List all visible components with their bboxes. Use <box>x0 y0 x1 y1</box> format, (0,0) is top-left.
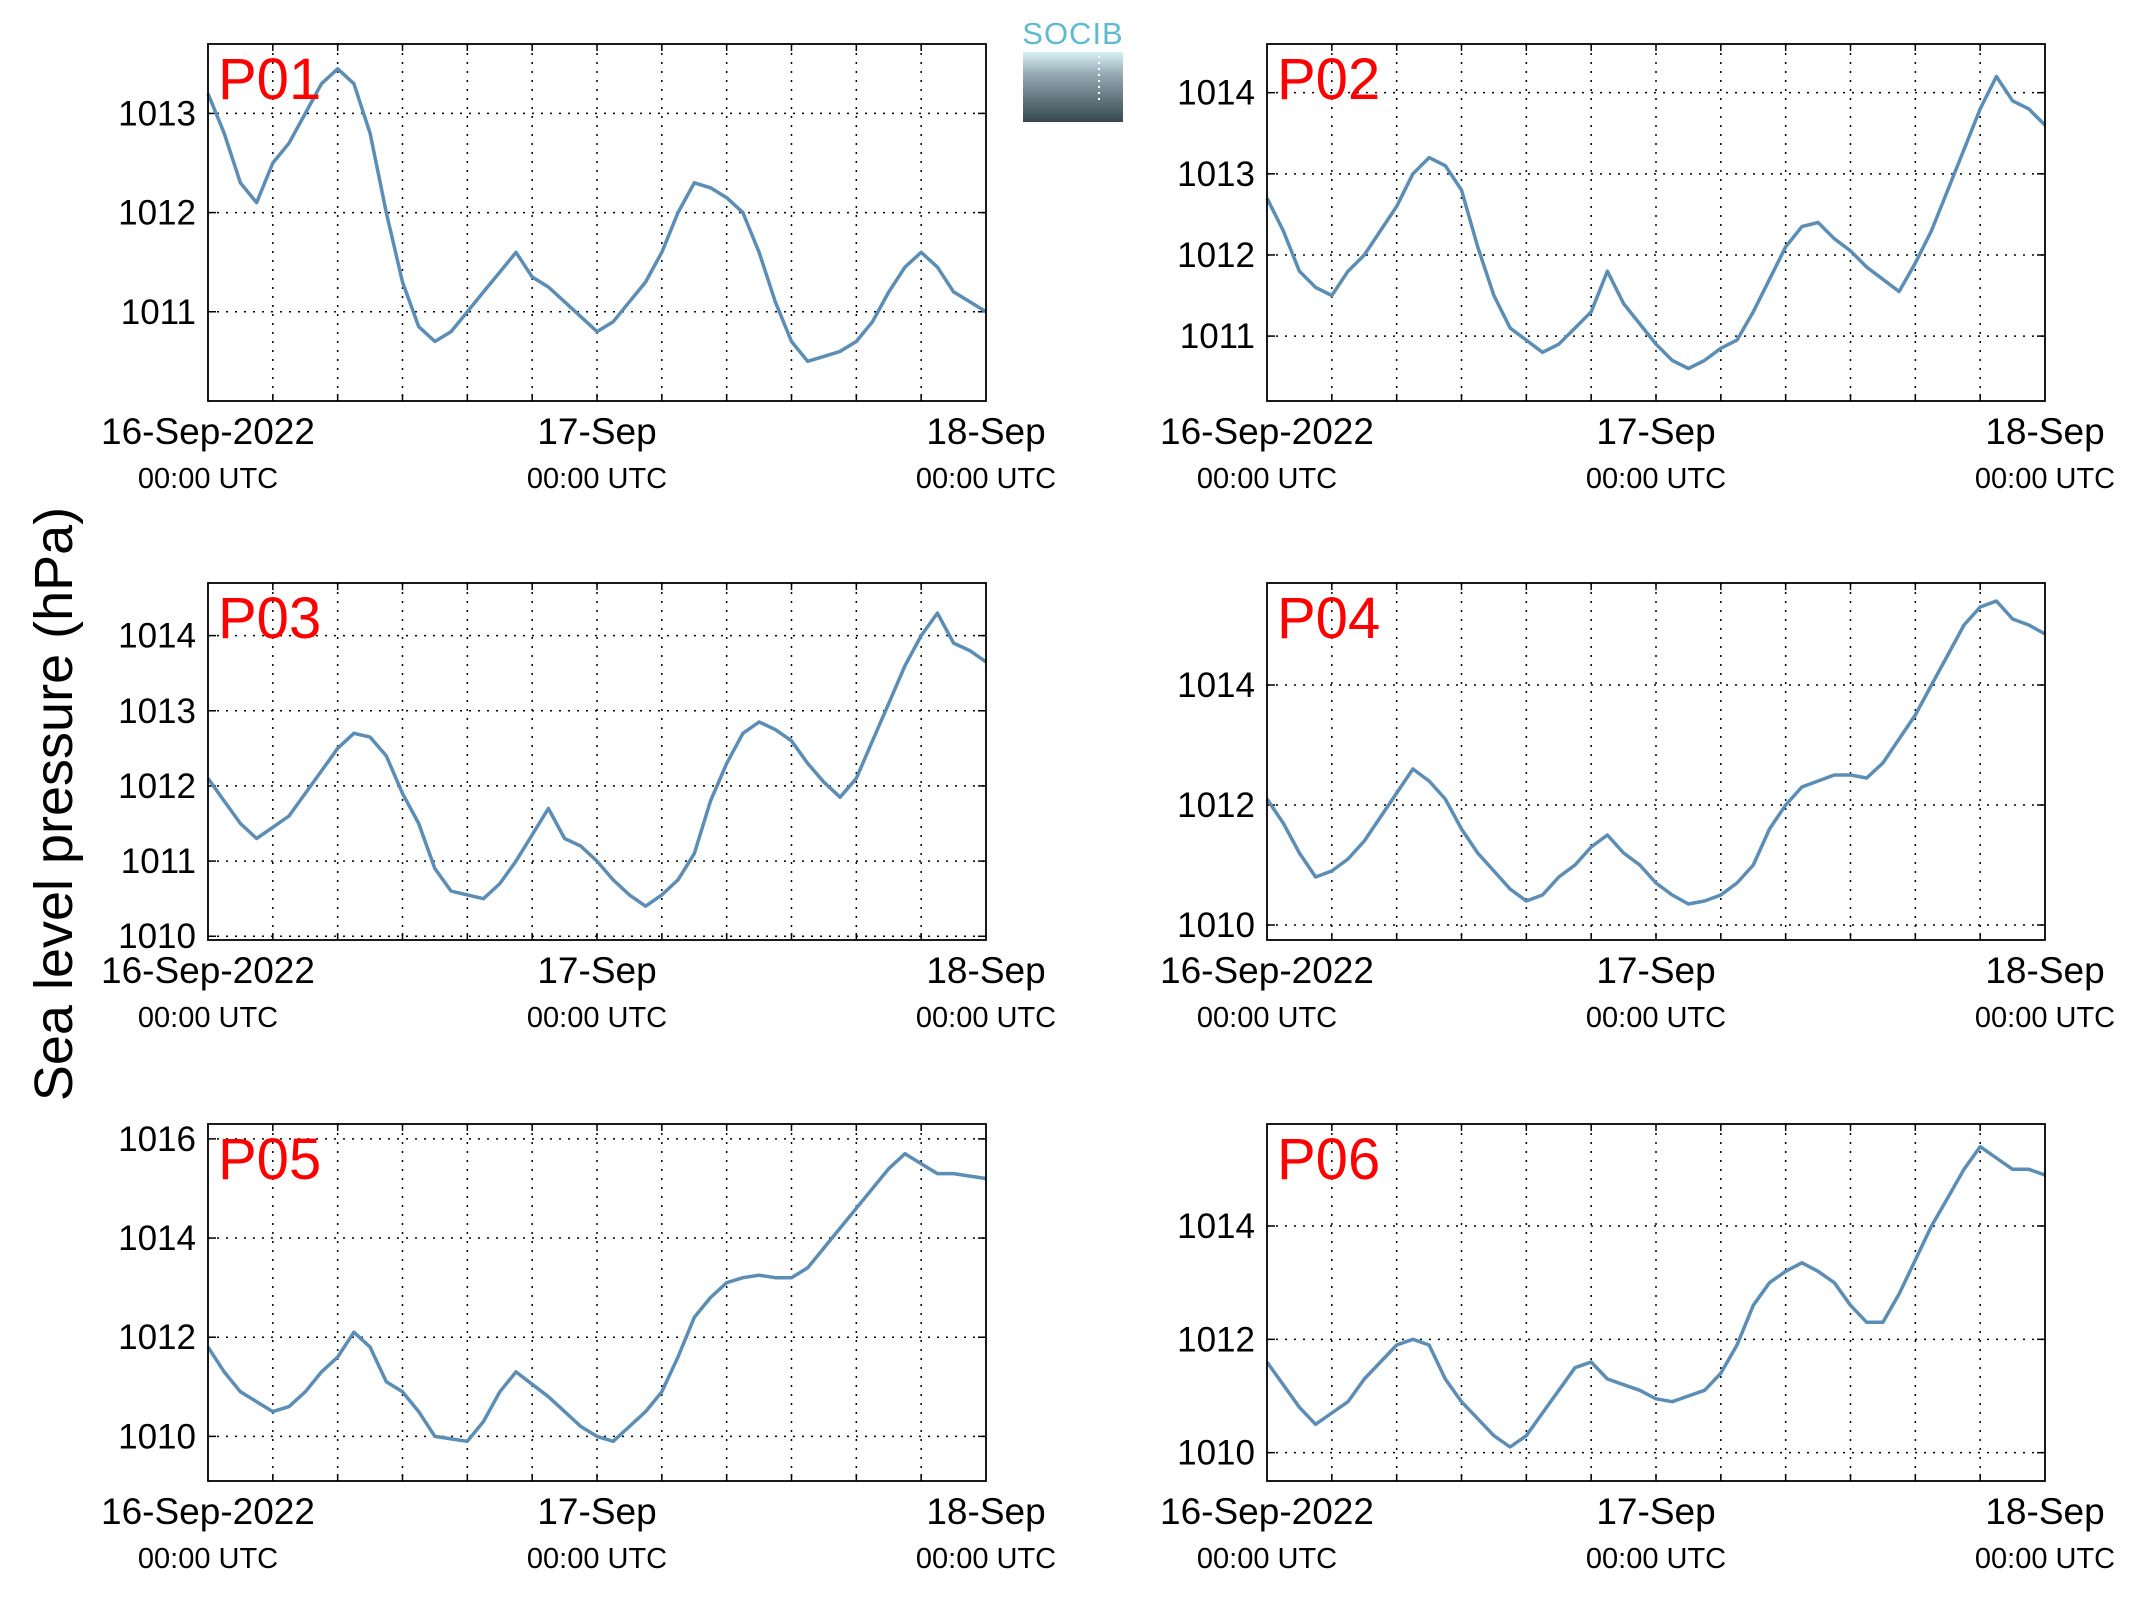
x-tick-time-label: 00:00 UTC <box>138 1543 278 1575</box>
axes-frame <box>1266 582 2046 941</box>
panel-p02: 1011 1012 1013 1014 P02 16-Sep-2022 00:00 UTC 1… <box>1160 43 2115 495</box>
pressure-series-line <box>1265 74 2047 371</box>
pressure-series-line <box>1265 1144 2046 1449</box>
logo-text: SOCIB <box>1022 16 1123 51</box>
y-tick-label: 1016 <box>118 1120 196 1159</box>
x-tick-date-label: 18-Sep <box>926 1491 1045 1532</box>
y-tick-label: 1010 <box>1177 1434 1255 1473</box>
x-tick-time-label: 00:00 UTC <box>527 1543 667 1575</box>
axes-frame <box>1266 1123 2046 1482</box>
socib-logo: SOCIB <box>1022 16 1123 122</box>
y-tick-label: 1014 <box>1177 666 1255 705</box>
panel-label: P02 <box>1277 47 1380 112</box>
x-tick-time-label: 00:00 UTC <box>916 1002 1056 1034</box>
pressure-series-line <box>1265 599 2046 906</box>
y-tick-label: 1013 <box>1177 155 1255 194</box>
x-tick-date-label: 18-Sep <box>926 411 1045 452</box>
x-tick-time-label: 00:00 UTC <box>1197 463 1337 495</box>
y-tick-label: 1013 <box>118 94 196 133</box>
y-tick-label: 1014 <box>1177 74 1255 113</box>
y-tick-label: 1010 <box>118 917 196 956</box>
x-tick-time-label: 00:00 UTC <box>1586 1002 1726 1034</box>
x-tick-date-label: 17-Sep <box>1596 1491 1715 1532</box>
y-tick-label: 1011 <box>1180 317 1255 356</box>
x-tick-date-label: 17-Sep <box>1596 950 1715 991</box>
chart-panels: 1011 1012 1013 P01 16-Sep-2022 00:00 UTC 17-Se… <box>101 43 2115 1575</box>
y-tick-label: 1011 <box>121 842 196 881</box>
panel-label: P04 <box>1277 586 1380 651</box>
y-tick-label: 1012 <box>1177 1320 1255 1359</box>
x-tick-date-label: 18-Sep <box>1985 411 2104 452</box>
panel-label: P01 <box>218 47 321 112</box>
axes-frame <box>207 1123 987 1482</box>
x-tick-date-label: 16-Sep-2022 <box>1160 411 1374 452</box>
axes-frame <box>207 582 987 941</box>
x-tick-date-label: 17-Sep <box>537 1491 656 1532</box>
x-tick-time-label: 00:00 UTC <box>916 1543 1056 1575</box>
panel-label: P06 <box>1277 1127 1380 1192</box>
panel-p05: 1010 1012 1014 1016 P05 16-Sep-2022 00:00 UTC 1… <box>101 1120 1056 1575</box>
panel-p06: 1010 1012 1014 P06 16-Sep-2022 00:00 UTC 17-Se… <box>1160 1123 2115 1575</box>
x-tick-time-label: 00:00 UTC <box>1975 463 2115 495</box>
logo-gradient-block <box>1023 52 1123 122</box>
pressure-series-line <box>206 1151 987 1444</box>
x-tick-time-label: 00:00 UTC <box>138 1002 278 1034</box>
y-tick-label: 1012 <box>1177 786 1255 825</box>
panel-label: P03 <box>218 586 321 651</box>
x-tick-time-label: 00:00 UTC <box>1586 1543 1726 1575</box>
x-tick-time-label: 00:00 UTC <box>1975 1543 2115 1575</box>
axes-frame <box>207 43 987 402</box>
y-tick-label: 1012 <box>118 767 196 806</box>
x-tick-date-label: 16-Sep-2022 <box>101 1491 315 1532</box>
x-tick-date-label: 17-Sep <box>537 950 656 991</box>
y-tick-label: 1014 <box>118 617 196 656</box>
y-tick-label: 1014 <box>1177 1207 1255 1246</box>
x-tick-date-label: 18-Sep <box>1985 1491 2104 1532</box>
x-tick-date-label: 16-Sep-2022 <box>1160 950 1374 991</box>
y-tick-label: 1013 <box>118 692 196 731</box>
x-tick-time-label: 00:00 UTC <box>1586 463 1726 495</box>
y-tick-label: 1012 <box>118 1318 196 1357</box>
x-tick-date-label: 18-Sep <box>1985 950 2104 991</box>
x-tick-time-label: 00:00 UTC <box>916 463 1056 495</box>
x-tick-date-label: 16-Sep-2022 <box>1160 1491 1374 1532</box>
panel-p04: 1010 1012 1014 P04 16-Sep-2022 00:00 UTC 17-Se… <box>1160 582 2115 1034</box>
panel-p01: 1011 1012 1013 P01 16-Sep-2022 00:00 UTC 17-Se… <box>101 43 1056 495</box>
x-tick-date-label: 16-Sep-2022 <box>101 411 315 452</box>
y-tick-label: 1014 <box>118 1219 196 1258</box>
x-tick-time-label: 00:00 UTC <box>527 1002 667 1034</box>
y-tick-label: 1010 <box>1177 906 1255 945</box>
panel-label: P05 <box>218 1127 321 1192</box>
y-tick-label: 1012 <box>1177 236 1255 275</box>
x-tick-date-label: 16-Sep-2022 <box>101 950 315 991</box>
x-tick-time-label: 00:00 UTC <box>1197 1543 1337 1575</box>
pressure-series-line <box>206 67 987 364</box>
y-tick-label: 1010 <box>118 1417 196 1456</box>
panel-p03: 1010 1011 1012 1013 1014 P03 16-Sep-2022 00:00 … <box>101 582 1056 1034</box>
x-tick-time-label: 00:00 UTC <box>527 463 667 495</box>
y-tick-label: 1012 <box>118 194 196 233</box>
x-tick-date-label: 18-Sep <box>926 950 1045 991</box>
x-tick-time-label: 00:00 UTC <box>138 463 278 495</box>
y-axis-label: Sea level pressure (hPa) <box>24 507 84 1101</box>
y-tick-label: 1011 <box>121 293 196 332</box>
x-tick-time-label: 00:00 UTC <box>1197 1002 1337 1034</box>
axes-frame <box>1266 43 2046 402</box>
x-tick-date-label: 17-Sep <box>537 411 656 452</box>
pressure-series-line <box>206 611 988 908</box>
x-tick-time-label: 00:00 UTC <box>1975 1002 2115 1034</box>
x-tick-date-label: 17-Sep <box>1596 411 1715 452</box>
